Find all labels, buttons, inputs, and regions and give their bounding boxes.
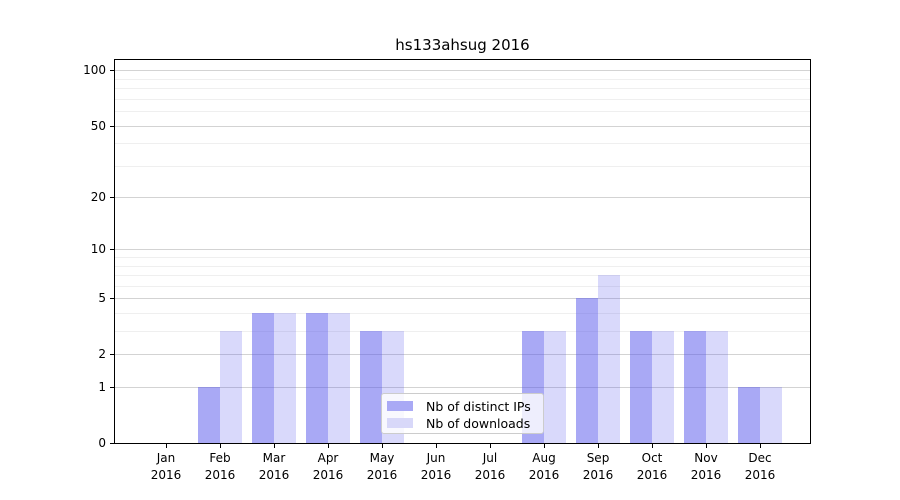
x-tick-mark (166, 444, 167, 448)
x-tick-label: Jul 2016 (474, 451, 506, 482)
y-gridline (115, 298, 810, 300)
x-tick-label: Jun 2016 (420, 451, 452, 482)
x-tick-mark (706, 444, 707, 448)
y-tick-label: 100 (83, 63, 106, 78)
legend-swatch-distinct-ips-icon (387, 401, 413, 411)
gridlines-layer (115, 60, 810, 443)
legend-label-distinct-ips: Nb of distinct IPs (426, 398, 531, 414)
y-tick-label: 20 (90, 190, 106, 205)
y-gridline-minor (115, 78, 810, 80)
y-tick-mark (110, 70, 114, 72)
y-tick-mark (110, 443, 114, 444)
legend-item-downloads: Nb of downloads (387, 415, 537, 431)
x-tick-mark (544, 444, 545, 448)
x-tick-label: Jan 2016 (150, 451, 182, 482)
y-gridline-minor (115, 88, 810, 90)
y-tick-label: 1 (98, 380, 106, 395)
y-tick-mark (110, 197, 114, 199)
y-tick-label: 5 (98, 291, 106, 306)
x-tick-mark (382, 444, 383, 448)
legend-label-downloads: Nb of downloads (426, 415, 531, 431)
x-tick-mark (274, 444, 275, 448)
bar-nb-of-downloads-nov (706, 331, 728, 443)
y-gridline (115, 70, 810, 72)
x-tick-mark (220, 444, 221, 448)
y-tick-mark (110, 387, 114, 389)
x-tick-label: Aug 2016 (528, 451, 560, 482)
x-tick-mark (328, 444, 329, 448)
y-tick-mark (110, 125, 114, 127)
y-tick-label: 0 (98, 436, 106, 450)
y-gridline-minor (115, 313, 810, 315)
bar-nb-of-distinct-ips-nov (684, 331, 706, 443)
y-gridline-minor (115, 285, 810, 287)
x-tick-label: Dec 2016 (744, 451, 776, 482)
x-tick-label: May 2016 (366, 451, 398, 482)
x-tick-label: Sep 2016 (582, 451, 614, 482)
y-tick-mark (110, 354, 114, 356)
x-tick-mark (598, 444, 599, 448)
y-gridline (115, 125, 810, 127)
x-tick-label: Mar 2016 (258, 451, 290, 482)
x-tick-mark (490, 444, 491, 448)
bar-nb-of-distinct-ips-may (360, 331, 382, 443)
bar-nb-of-distinct-ips-apr (306, 313, 328, 443)
legend: Nb of distinct IPs Nb of downloads (381, 393, 544, 434)
y-gridline-minor (115, 111, 810, 113)
y-tick-mark (110, 249, 114, 251)
y-gridline-minor (115, 165, 810, 167)
y-tick-label: 2 (98, 347, 106, 362)
x-tick-mark (652, 444, 653, 448)
bar-nb-of-distinct-ips-feb (198, 387, 220, 443)
bar-nb-of-downloads-aug (544, 331, 566, 443)
bar-nb-of-distinct-ips-mar (252, 313, 274, 443)
legend-item-distinct-ips: Nb of distinct IPs (387, 398, 537, 414)
bar-nb-of-downloads-dec (760, 387, 782, 443)
y-gridline (115, 387, 810, 389)
y-gridline-minor (115, 143, 810, 145)
bar-nb-of-downloads-sep (598, 275, 620, 443)
x-tick-label: Feb 2016 (204, 451, 236, 482)
bar-nb-of-downloads-feb (220, 331, 242, 443)
x-tick-label: Apr 2016 (312, 451, 344, 482)
y-gridline (115, 197, 810, 199)
y-gridline-minor (115, 275, 810, 277)
bar-nb-of-downloads-apr (328, 313, 350, 443)
bar-nb-of-downloads-oct (652, 331, 674, 443)
bar-nb-of-distinct-ips-oct (630, 331, 652, 443)
legend-swatch-downloads-icon (387, 418, 413, 428)
y-gridline (115, 354, 810, 356)
x-tick-mark (436, 444, 437, 448)
y-gridline-minor (115, 265, 810, 267)
chart-title: hs133ahsug 2016 (395, 36, 530, 54)
y-gridline-minor (115, 98, 810, 100)
bar-nb-of-distinct-ips-sep (576, 298, 598, 443)
bar-nb-of-distinct-ips-dec (738, 387, 760, 443)
y-gridline-minor (115, 331, 810, 333)
y-gridline-minor (115, 257, 810, 259)
bars-layer (115, 60, 810, 443)
bar-nb-of-downloads-mar (274, 313, 296, 443)
y-gridline (115, 249, 810, 251)
x-tick-label: Nov 2016 (690, 451, 722, 482)
x-tick-mark (760, 444, 761, 448)
x-tick-label: Oct 2016 (636, 451, 668, 482)
y-tick-mark (110, 298, 114, 300)
y-tick-label: 50 (90, 118, 106, 133)
y-tick-label: 10 (90, 242, 106, 257)
plot-area: Nb of distinct IPs Nb of downloads (114, 59, 811, 444)
